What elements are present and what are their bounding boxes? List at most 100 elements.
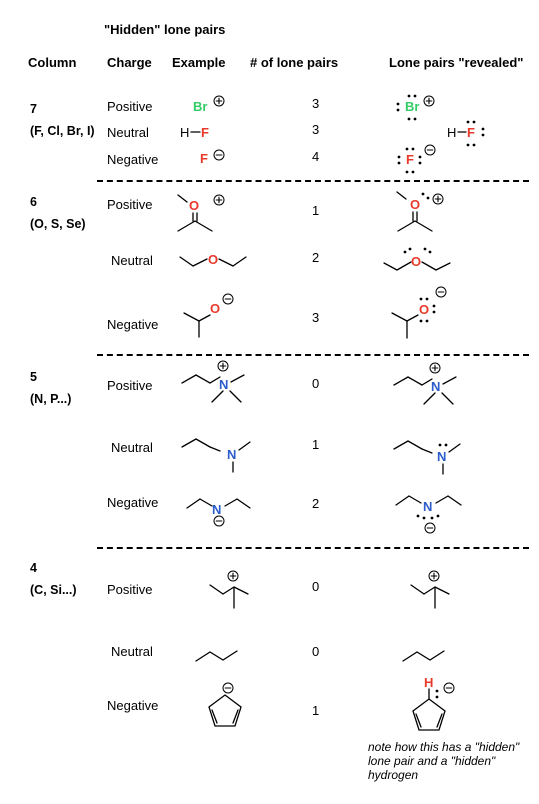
- group-6-negative-count: 3: [312, 310, 320, 325]
- group-4-number: 4: [30, 561, 37, 575]
- group-7-positive-count: 3: [312, 96, 320, 111]
- example-oxonium: O: [177, 194, 225, 232]
- lone-pair-dots: [403, 247, 432, 254]
- group-4-positive-count: 0: [312, 579, 320, 594]
- example-amide-anion: N: [186, 498, 251, 527]
- example-fluoride: F: [200, 149, 225, 166]
- group-6-positive-count: 1: [312, 203, 320, 218]
- atom-n: N: [423, 499, 432, 514]
- plus-charge-icon: [213, 194, 225, 206]
- lone-pair-dots: [397, 147, 422, 174]
- cyclopentadienyl-note: note how this has a "hidden" lone pair a…: [368, 740, 520, 782]
- divider-group-6-5: [97, 354, 529, 356]
- group-6-positive-label: Positive: [107, 197, 153, 212]
- group-5-elements: (N, P...): [30, 392, 72, 406]
- group-7-number: 7: [30, 102, 37, 116]
- revealed-amide-anion: N: [395, 495, 462, 534]
- header-example: Example: [172, 55, 226, 70]
- revealed-diethyl-ether: O: [383, 247, 451, 271]
- group-7-neutral-label: Neutral: [107, 125, 149, 140]
- revealed-cyclopentadienyl-anion: H: [412, 675, 455, 731]
- plus-charge-icon: [227, 570, 239, 582]
- header-lone-pair-count: # of lone pairs: [250, 55, 339, 70]
- plus-charge-icon: [423, 95, 435, 107]
- minus-charge-icon: [424, 522, 436, 534]
- minus-charge-icon: [443, 682, 455, 694]
- atom-f: F: [201, 125, 209, 140]
- revealed-fluoride: F: [397, 144, 436, 174]
- page-title: "Hidden" lone pairs: [104, 22, 226, 37]
- minus-charge-icon: [435, 286, 447, 298]
- group-5-neutral-count: 1: [312, 437, 320, 452]
- revealed-hydrogen-fluoride: H F: [447, 120, 485, 147]
- example-cyclopentadienyl-anion: [208, 682, 242, 727]
- atom-o: O: [419, 302, 429, 317]
- atom-n: N: [212, 502, 221, 517]
- atom-n: N: [431, 379, 440, 394]
- group-6-neutral-count: 2: [312, 250, 320, 265]
- plus-charge-icon: [432, 193, 444, 205]
- example-ammonium: N: [181, 360, 245, 403]
- group-4-neutral-label: Neutral: [111, 644, 153, 659]
- atom-f: F: [406, 152, 414, 167]
- group-7-elements: (F, Cl, Br, I): [30, 124, 95, 138]
- group-5-number: 5: [30, 370, 37, 384]
- group-4-elements: (C, Si...): [30, 583, 77, 597]
- revealed-isopropoxide: O: [391, 286, 447, 339]
- group-5-negative-label: Negative: [107, 495, 159, 510]
- atom-h: H: [447, 125, 456, 140]
- group-5-positive-label: Positive: [107, 378, 153, 393]
- group-6-neutral-label: Neutral: [111, 253, 153, 268]
- atom-n: N: [437, 449, 446, 464]
- atom-o: O: [210, 301, 220, 316]
- lone-pair-dots: [416, 514, 440, 520]
- lone-pair-dots: [421, 192, 430, 200]
- plus-charge-icon: [428, 570, 440, 582]
- group-6-number: 6: [30, 195, 37, 209]
- atom-f: F: [467, 125, 475, 140]
- group-7-negative-count: 4: [312, 149, 320, 164]
- divider-group-5-4: [97, 547, 529, 549]
- group-5-negative-count: 2: [312, 496, 320, 511]
- minus-charge-icon: [213, 515, 225, 527]
- minus-charge-icon: [424, 144, 436, 156]
- group-6-elements: (O, S, Se): [30, 217, 86, 231]
- lone-pair-dots: [419, 297, 436, 323]
- minus-charge-icon: [222, 293, 234, 305]
- group-7-positive-label: Positive: [107, 99, 153, 114]
- atom-n: N: [219, 377, 228, 392]
- group-6-negative-label: Negative: [107, 317, 159, 332]
- minus-charge-icon: [213, 149, 225, 161]
- example-bromonium: Br: [193, 95, 225, 114]
- atom-o: O: [189, 198, 199, 213]
- example-diethyl-ether: O: [179, 252, 247, 267]
- revealed-amine: N: [393, 440, 461, 475]
- example-amine: N: [181, 438, 251, 473]
- atom-h: H: [424, 675, 433, 690]
- lone-pair-dots: [396, 94, 417, 121]
- atom-br: Br: [193, 99, 207, 114]
- example-carbocation: [209, 570, 249, 609]
- revealed-oxonium: O: [396, 191, 444, 232]
- header-lone-pairs-revealed: Lone pairs "revealed": [389, 55, 524, 70]
- plus-charge-icon: [213, 95, 225, 107]
- lone-pair-dots: [438, 443, 448, 447]
- revealed-bromonium: Br: [396, 94, 435, 121]
- group-5-positive-count: 0: [312, 376, 320, 391]
- group-7-negative-label: Negative: [107, 152, 159, 167]
- plus-charge-icon: [217, 360, 229, 372]
- group-4-negative-label: Negative: [107, 698, 159, 713]
- header-charge: Charge: [107, 55, 152, 70]
- revealed-butane: [402, 650, 445, 662]
- group-4-negative-count: 1: [312, 703, 320, 718]
- lone-pair-dots: [466, 120, 485, 147]
- divider-group-7-6: [97, 180, 529, 182]
- revealed-ammonium: N: [393, 362, 457, 405]
- atom-br: Br: [405, 99, 419, 114]
- group-7-neutral-count: 3: [312, 122, 320, 137]
- example-hydrogen-fluoride: H F: [180, 125, 209, 140]
- group-4-neutral-count: 0: [312, 644, 320, 659]
- atom-f: F: [200, 151, 208, 166]
- minus-charge-icon: [222, 682, 234, 694]
